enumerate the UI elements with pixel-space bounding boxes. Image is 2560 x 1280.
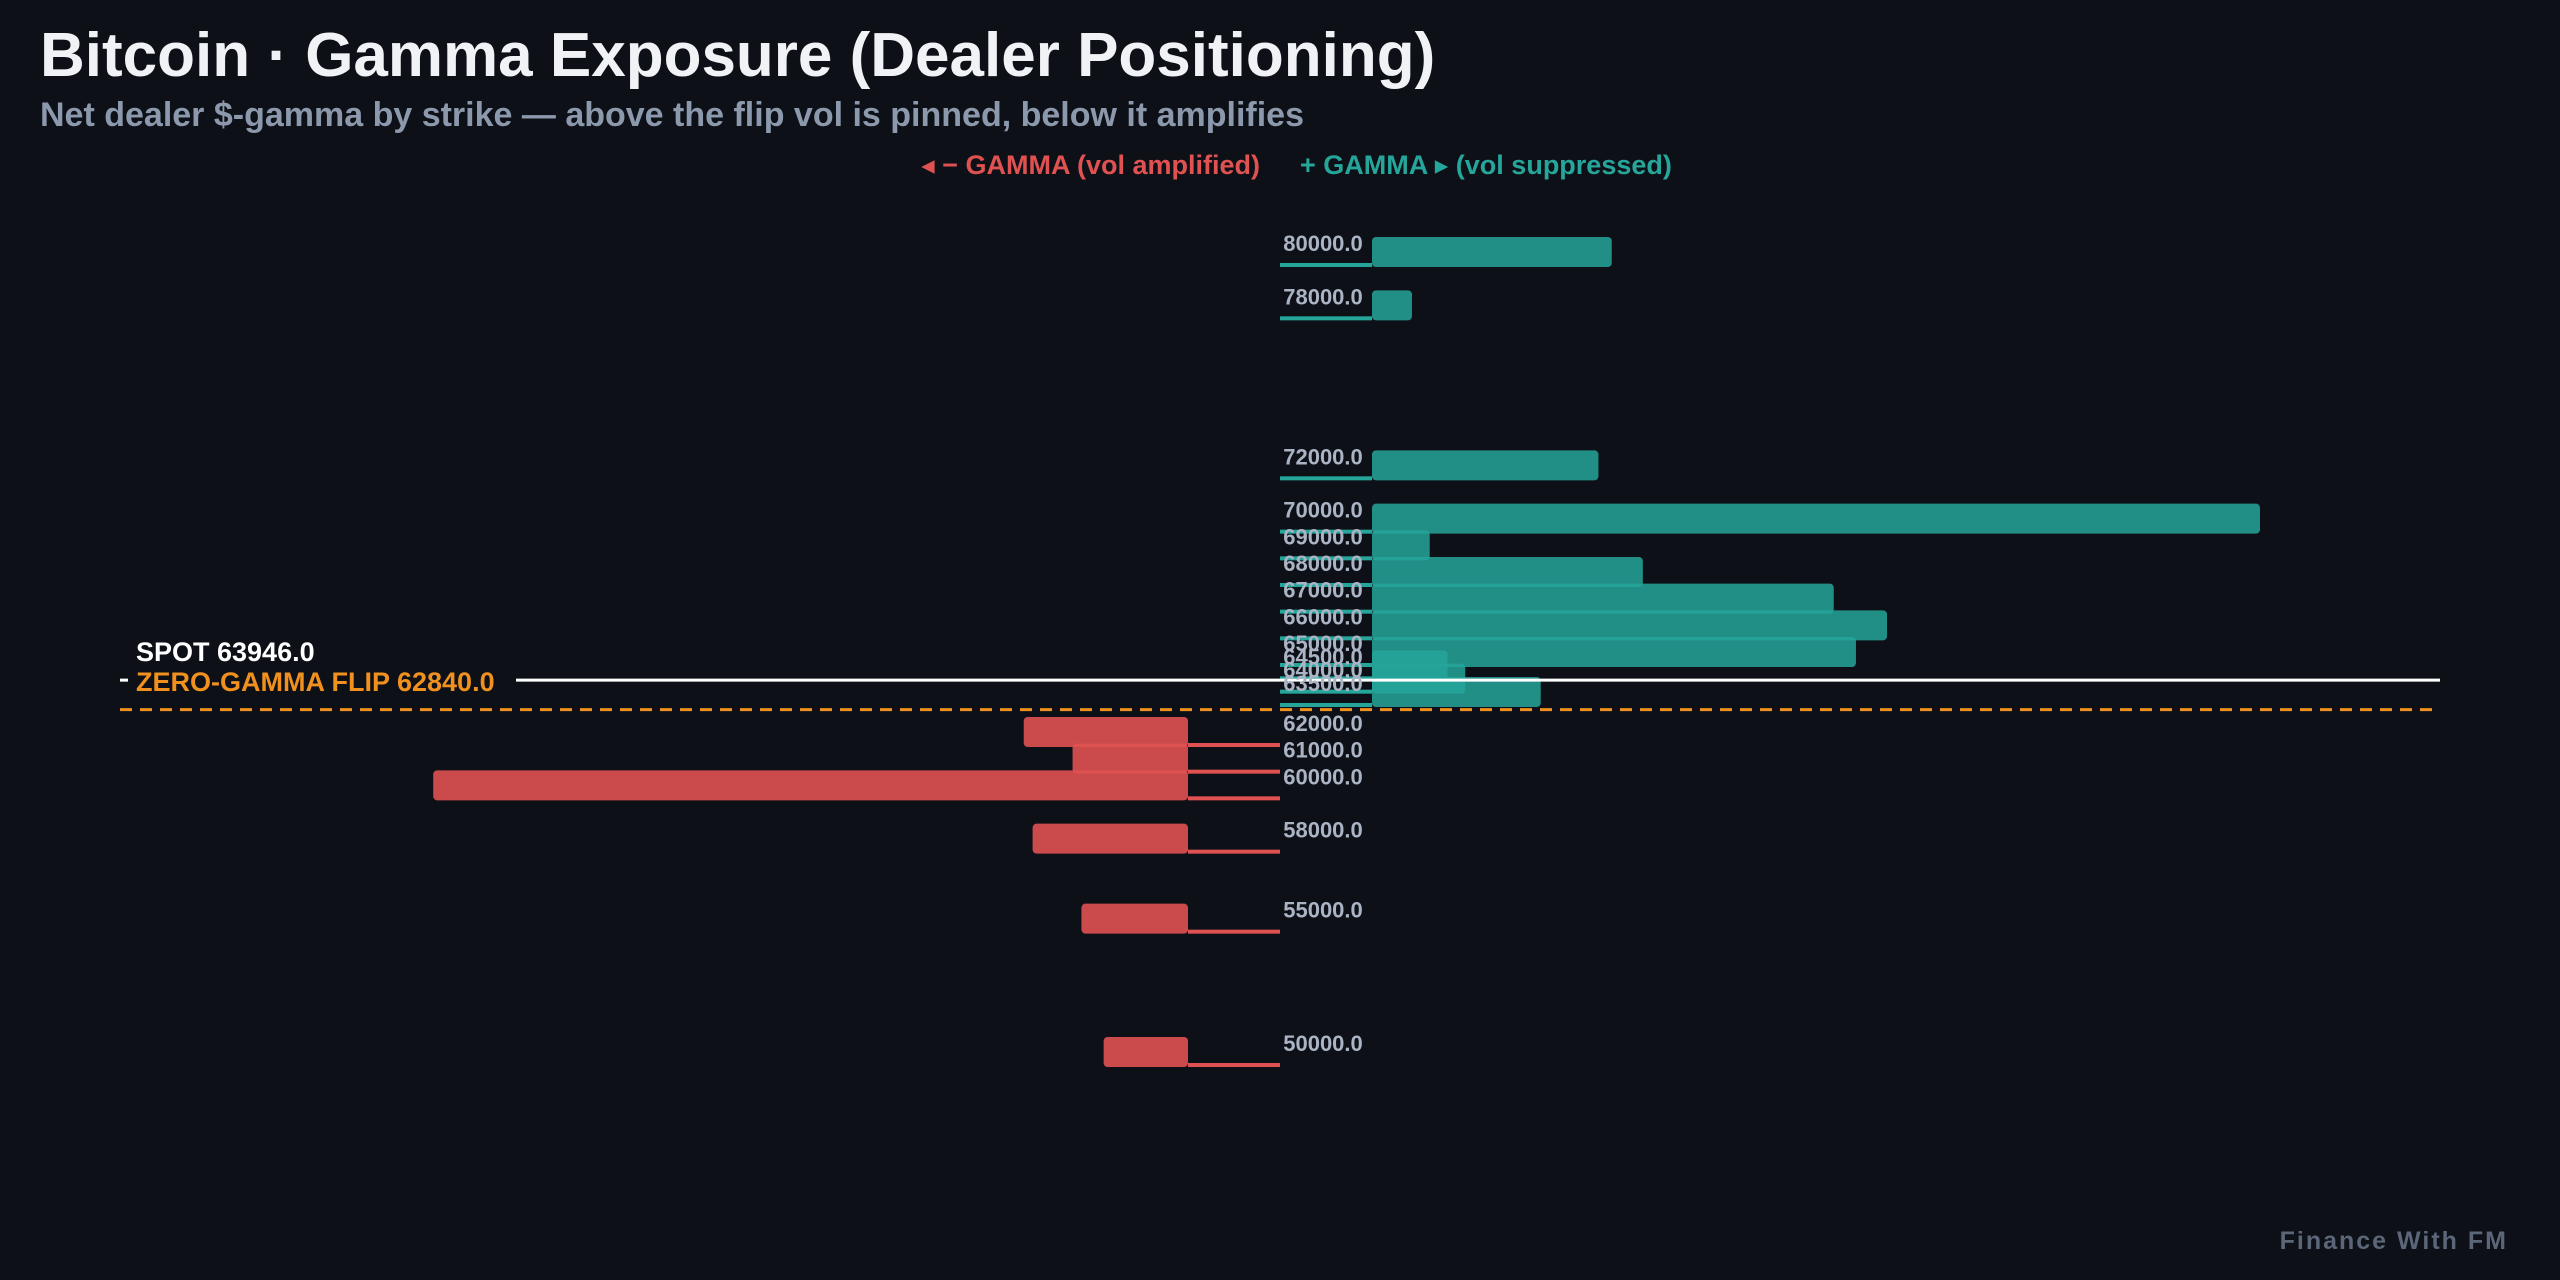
bar-stub-61000 [1188,769,1280,774]
bar-stub-66000 [1280,636,1372,641]
bar-stub-72000 [1280,476,1372,481]
strike-label-68000: 68000.0 [1283,551,1363,576]
bar-stub-70000 [1280,529,1372,534]
strike-label-64000: 64000.0 [1283,658,1363,683]
legend-positive: + GAMMA ▸ (vol suppressed) [1300,150,1672,180]
bar-stub-80000 [1280,263,1372,267]
spot-label: SPOT 63946.0 [136,637,315,667]
strike-label-72000: 72000.0 [1283,444,1363,469]
bar-stub-58000 [1188,849,1280,854]
bar-stub-55000 [1188,929,1280,934]
gamma-bar-63500 [1372,677,1541,707]
labels-layer: 80000.0 78000.0 72000.0 70000.069000.068000… [128,231,1363,1056]
gamma-bar-80000 [1372,237,1612,267]
bar-stub-65000 [1280,663,1372,667]
strike-label-70000: 70000.0 [1283,498,1363,523]
flip-label-background [128,668,516,697]
footer-watermark: Finance With FM [2279,1227,2508,1255]
strike-label-67000: 67000.0 [1283,578,1363,603]
strike-label-78000: 78000.0 [1283,284,1363,309]
gamma-bar-60000 [433,770,1188,801]
gamma-bar-68000 [1372,557,1643,587]
gamma-bar-67000 [1372,583,1834,614]
gamma-bar-69000 [1372,530,1430,561]
strike-label-61000: 61000.0 [1283,738,1363,763]
gamma-bar-65000 [1372,637,1856,667]
strike-label-65000: 65000.0 [1283,631,1363,656]
strike-label-58000: 58000.0 [1283,818,1363,843]
strike-label-66000: 66000.0 [1283,604,1363,629]
gamma-bar-58000 [1032,823,1188,854]
bar-stub-64500 [1280,676,1372,681]
chart-subtitle: Net dealer $-gamma by strike — above the… [40,96,1304,134]
strike-label-62000: 62000.0 [1283,711,1363,736]
gamma-bar-50000 [1103,1037,1188,1067]
bar-stub-62000 [1188,743,1280,747]
strike-label-80000: 80000.0 [1283,231,1363,256]
strike-label-69000: 69000.0 [1283,524,1363,549]
strike-label-60000: 60000.0 [1283,764,1363,789]
flip-label: ZERO-GAMMA FLIP 62840.0 [136,667,495,697]
gamma-bar-70000 [1372,503,2260,534]
bar-stub-69000 [1280,556,1372,561]
strike-label-64500: 64500.0 [1283,644,1363,669]
bar-stub-64000 [1280,689,1372,694]
bar-stub-60000 [1188,796,1280,801]
strike-label-50000: 50000.0 [1283,1031,1363,1056]
bar-stub-68000 [1280,583,1372,587]
gamma-bar-55000 [1081,903,1188,934]
strike-label-55000: 55000.0 [1283,898,1363,923]
strike-label-63500: 63500.0 [1283,671,1363,696]
gamma-bar-62000 [1023,717,1188,747]
chart-title: Bitcoin · Gamma Exposure (Dealer Positio… [40,21,1436,90]
gamma-bar-78000 [1372,290,1412,321]
bar-stub-67000 [1280,609,1372,614]
legend-negative: ◂ − GAMMA (vol amplified) [921,150,1260,180]
gamma-bar-72000 [1372,450,1599,481]
bars-layer [433,237,2260,1067]
bar-stub-78000 [1280,316,1372,321]
gamma-bar-66000 [1372,610,1888,641]
gamma-bar-61000 [1072,743,1188,774]
bar-stub-63500 [1280,703,1372,707]
bar-stub-50000 [1188,1063,1280,1067]
